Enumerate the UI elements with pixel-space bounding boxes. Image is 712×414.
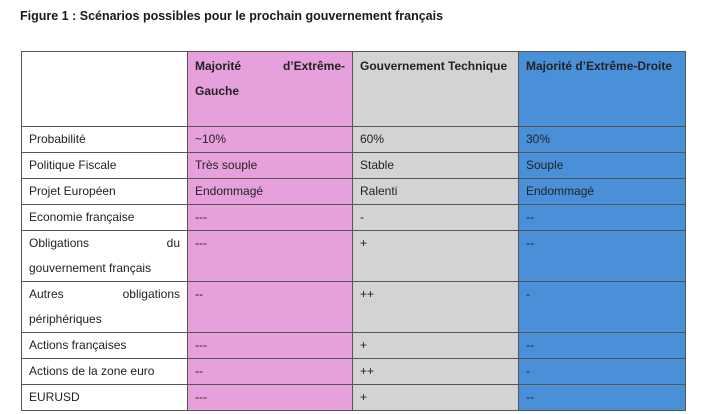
row-label: EURUSD <box>21 384 188 411</box>
row-label: Actions françaises <box>21 332 188 359</box>
header-far-left-majority: Majorité d’Extrême-Gauche <box>187 51 353 127</box>
header-row: Majorité d’Extrême-Gauche Gouvernement T… <box>21 51 686 127</box>
table-row: EURUSD --- + -- <box>21 384 686 411</box>
row-label: Economie française <box>21 204 188 231</box>
table-row: Autres obligations périphériques -- ++ - <box>21 281 686 333</box>
far-right-cell: Endommagé <box>518 178 686 205</box>
far-left-cell: -- <box>187 281 353 333</box>
header-far-right-majority: Majorité d’Extrême-Droite <box>518 51 686 127</box>
table-row: Actions françaises --- + -- <box>21 332 686 359</box>
table-row: Actions de la zone euro -- ++ - <box>21 358 686 385</box>
table-body: Probabilité ~10% 60% 30% Politique Fiscale Tr… <box>21 126 686 411</box>
far-right-cell: -- <box>518 384 686 411</box>
header-empty-cell <box>21 51 188 127</box>
technocratic-cell: - <box>352 204 519 231</box>
table-row: Probabilité ~10% 60% 30% <box>21 126 686 153</box>
far-right-cell: 30% <box>518 126 686 153</box>
row-label: Politique Fiscale <box>21 152 188 179</box>
far-left-cell: --- <box>187 332 353 359</box>
far-right-cell: -- <box>518 332 686 359</box>
far-left-cell: -- <box>187 358 353 385</box>
row-label: Projet Européen <box>21 178 188 205</box>
row-label: Actions de la zone euro <box>21 358 188 385</box>
technocratic-cell: 60% <box>352 126 519 153</box>
row-label: Obligations du gouvernement français <box>21 230 188 282</box>
table-row: Obligations du gouvernement français --- +… <box>21 230 686 282</box>
technocratic-cell: ++ <box>352 281 519 333</box>
far-right-cell: Souple <box>518 152 686 179</box>
header-technocratic-government: Gouvernement Technique <box>352 51 519 127</box>
technocratic-cell: + <box>352 332 519 359</box>
far-left-cell: --- <box>187 384 353 411</box>
row-label: Probabilité <box>21 126 188 153</box>
far-left-cell: Très souple <box>187 152 353 179</box>
technocratic-cell: Ralenti <box>352 178 519 205</box>
far-right-cell: - <box>518 281 686 333</box>
far-left-cell: ~10% <box>187 126 353 153</box>
table-row: Projet Européen Endommagé Ralenti Endommagé <box>21 178 686 205</box>
far-left-cell: --- <box>187 204 353 231</box>
far-right-cell: -- <box>518 204 686 231</box>
far-left-cell: --- <box>187 230 353 282</box>
row-label: Autres obligations périphériques <box>21 281 188 333</box>
table-row: Economie française --- - -- <box>21 204 686 231</box>
far-right-cell: -- <box>518 230 686 282</box>
figure-caption: Figure 1 : Scénarios possibles pour le p… <box>20 9 444 23</box>
technocratic-cell: + <box>352 230 519 282</box>
far-left-cell: Endommagé <box>187 178 353 205</box>
scenario-table: Majorité d’Extrême-Gauche Gouvernement T… <box>21 51 686 411</box>
far-right-cell: - <box>518 358 686 385</box>
technocratic-cell: Stable <box>352 152 519 179</box>
technocratic-cell: + <box>352 384 519 411</box>
technocratic-cell: ++ <box>352 358 519 385</box>
table-row: Politique Fiscale Très souple Stable Souple <box>21 152 686 179</box>
